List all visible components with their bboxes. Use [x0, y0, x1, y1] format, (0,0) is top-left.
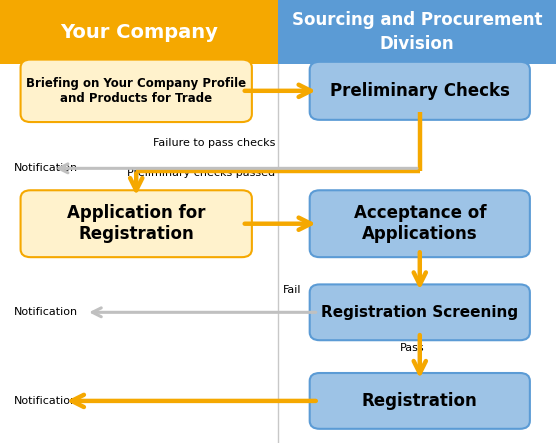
Text: Your Company: Your Company: [60, 23, 218, 42]
FancyBboxPatch shape: [310, 373, 530, 429]
Text: Acceptance of
Applications: Acceptance of Applications: [354, 204, 486, 243]
Text: Notification: Notification: [14, 307, 78, 317]
Text: Notification: Notification: [14, 396, 78, 406]
Text: Fail: Fail: [282, 285, 301, 295]
Text: Application for
Registration: Application for Registration: [67, 204, 206, 243]
Text: Registration Screening: Registration Screening: [321, 305, 518, 320]
FancyBboxPatch shape: [310, 284, 530, 340]
FancyBboxPatch shape: [310, 190, 530, 257]
Text: Sourcing and Procurement
Division: Sourcing and Procurement Division: [292, 12, 542, 53]
Text: Pass: Pass: [400, 343, 425, 353]
Text: Failure to pass checks: Failure to pass checks: [153, 138, 275, 148]
Bar: [0, 0, 278, 64]
Text: Preliminary checks passed: Preliminary checks passed: [127, 168, 275, 178]
FancyBboxPatch shape: [21, 59, 252, 122]
Bar: [278, 0, 556, 64]
Text: Preliminary Checks: Preliminary Checks: [330, 82, 510, 100]
Text: Briefing on Your Company Profile
and Products for Trade: Briefing on Your Company Profile and Pro…: [26, 77, 246, 105]
Text: Notification: Notification: [14, 163, 78, 173]
FancyBboxPatch shape: [21, 190, 252, 257]
FancyBboxPatch shape: [310, 62, 530, 120]
Text: Registration: Registration: [362, 392, 478, 410]
